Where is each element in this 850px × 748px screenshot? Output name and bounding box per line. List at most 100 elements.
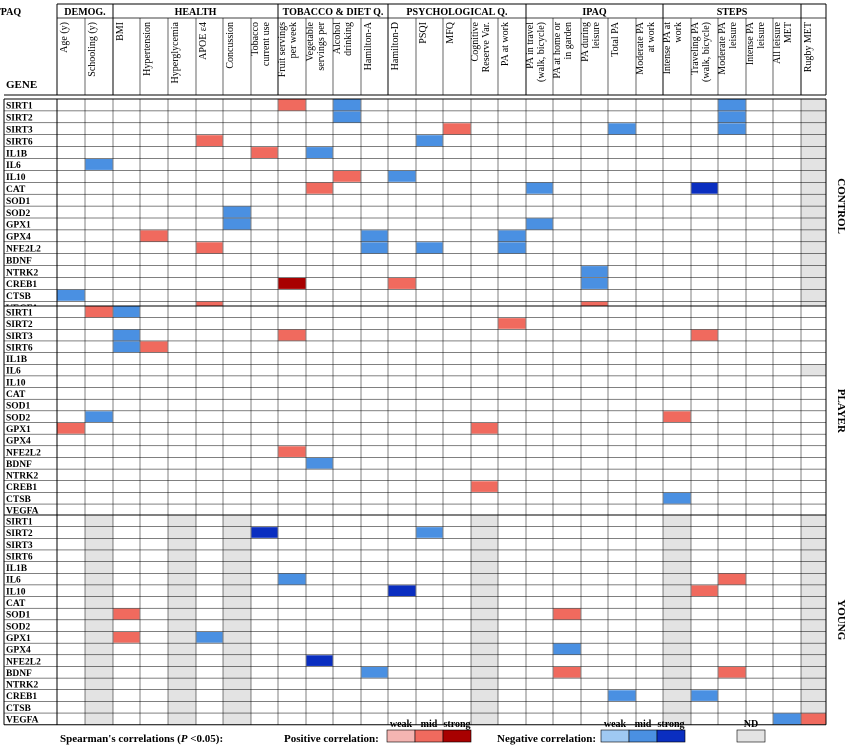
- gene-label: CTSB: [6, 704, 31, 714]
- column-label-line: Moderate PA: [635, 21, 646, 74]
- nd-legend-swatch: [736, 729, 766, 743]
- column-label: Tobacco current use: [250, 21, 272, 66]
- gene-label: CTSB: [6, 495, 31, 505]
- gene-label: SIRT2: [6, 320, 33, 330]
- heatmap-cell-gpx1-c2: [113, 632, 140, 643]
- gene-label: CAT: [6, 390, 26, 400]
- column-label-line: servings per: [316, 21, 327, 70]
- heatmap-cell-il10-c23: [691, 585, 718, 597]
- gene-label: SIRT1: [6, 102, 33, 112]
- gene-label: SOD1: [6, 402, 31, 412]
- column-label-line: leisure: [591, 21, 602, 48]
- heatmap-cell-sirt3-c24: [718, 123, 746, 135]
- gene-label: SIRT3: [6, 332, 33, 342]
- gene-column-header: GENE: [6, 79, 37, 91]
- heatmap-cell-cat-c17: [526, 182, 553, 194]
- gene-label: VEGFA: [6, 507, 39, 517]
- heatmap-cell-nfe2l2-c11: [361, 242, 388, 254]
- column-label-line: All leisure: [772, 21, 783, 63]
- heatmap-cell-ctsb-c0: [57, 289, 85, 301]
- gene-label: BDNF: [6, 256, 32, 266]
- column-label: BMI: [115, 22, 126, 41]
- gene-label: SIRT1: [6, 308, 33, 318]
- legend-level-label: weak: [390, 719, 413, 730]
- heatmap-cell-gpx1-c17: [526, 218, 553, 230]
- column-label-line: MFQ: [445, 21, 456, 43]
- legend-level-label: strong: [657, 719, 684, 730]
- heatmap-cell-sirt1-c1: [85, 306, 113, 318]
- heatmap-cell-gpx4-c16: [498, 230, 526, 242]
- heatmap-cell-gpx4-c11: [361, 230, 388, 242]
- gene-label: CREB1: [6, 692, 37, 702]
- gene-label: CAT: [6, 185, 26, 195]
- gene-label: CREB1: [6, 280, 37, 290]
- group-label: PSYCHOLOGICAL Q.: [406, 7, 508, 18]
- heatmap-cell-bdnf-c9: [306, 457, 333, 469]
- column-label: Concussion: [225, 22, 236, 69]
- heatmap-cell-il1b-c7: [251, 147, 278, 158]
- gene-label: IL6: [6, 367, 21, 377]
- column-label-line: Schooling (y): [87, 22, 98, 77]
- gene-label: SOD2: [6, 413, 31, 423]
- legend-swatch-neg_weak: [600, 729, 630, 743]
- gene-label: BDNF: [6, 669, 32, 679]
- gene-label: SOD2: [6, 209, 31, 219]
- positive-legend-label: Positive correlation:: [284, 733, 379, 745]
- gene-label: CTSB: [6, 292, 31, 302]
- column-label-line: current use: [261, 21, 272, 66]
- heatmap-cell-nfe2l2-c16: [498, 242, 526, 254]
- heatmap-cell-creb1-c19: [581, 278, 608, 289]
- heatmap-cell-gpx1-c6: [223, 218, 251, 230]
- gene-label: IL10: [6, 173, 26, 183]
- column-label-line: in garden: [563, 22, 574, 60]
- heatmap-cell-vegfa-c27: [801, 713, 826, 725]
- column-label: Rugby MET: [803, 22, 814, 72]
- column-label-line: Cognitive: [470, 21, 481, 61]
- gene-label: IL1B: [6, 564, 28, 574]
- group-label: STEPS: [717, 7, 748, 18]
- heatmap-cell-gpx1-c5: [196, 632, 223, 643]
- column-label-line: BMI: [115, 22, 126, 41]
- gene-label: VEGFA: [6, 716, 39, 726]
- heatmap-cell-sod2-c6: [223, 206, 251, 218]
- column-label-line: Alcohol: [332, 22, 343, 54]
- heatmap-cell-gpx4-c3: [140, 230, 168, 242]
- heatmap-cell-cat-c9: [306, 182, 333, 194]
- column-label-line: Hypertension: [142, 22, 153, 76]
- column-label-line: APOE ε4: [198, 22, 209, 60]
- column-label-line: PA at work: [500, 22, 511, 66]
- heatmap-cell-il1b-c9: [306, 147, 333, 158]
- gene-label: NTRK2: [6, 472, 38, 482]
- gene-label: SIRT6: [6, 552, 33, 562]
- gene-label: SOD2: [6, 622, 31, 632]
- heatmap-cell-sirt3-c14: [443, 123, 471, 135]
- column-label-line: Hyperglycemia: [170, 21, 181, 83]
- column-label: Fruit servings per week: [277, 22, 299, 77]
- heatmap-cell-sirt3-c20: [608, 123, 636, 135]
- heatmap-cell-creb1-c23: [691, 690, 718, 701]
- heatmap-cell-gpx1-c0: [57, 423, 85, 434]
- gene-label: GPX4: [6, 646, 31, 656]
- heatmap-cell-sod2-c22: [663, 411, 691, 422]
- column-label-line: (walk, bicycle): [701, 22, 712, 82]
- column-label: MFQ: [445, 21, 456, 43]
- heatmap-cell-sirt6-c5: [196, 135, 223, 147]
- heatmap-cell-sirt1-c2: [113, 306, 140, 318]
- column-label-line: at work: [646, 22, 657, 52]
- heatmap-cell-il6-c24: [718, 573, 746, 585]
- column-label-line: Age (y): [59, 22, 70, 53]
- heatmap-cell-sirt3-c2: [113, 329, 140, 341]
- group-label: HEALTH: [175, 7, 217, 18]
- gene-label: SIRT6: [6, 343, 33, 353]
- column-label: Traveling PA (walk, bicycle): [690, 21, 712, 82]
- heatmap-cell-vegfa-c26: [773, 713, 801, 725]
- heatmap-cell-creb1-c12: [388, 278, 416, 289]
- legend-swatch-neg_strong: [656, 729, 686, 743]
- gene-label: NTRK2: [6, 681, 38, 691]
- gene-label: SIRT2: [6, 529, 33, 539]
- legend-level-label: mid: [421, 719, 438, 730]
- heatmap-cell-nfe2l2-c9: [306, 655, 333, 666]
